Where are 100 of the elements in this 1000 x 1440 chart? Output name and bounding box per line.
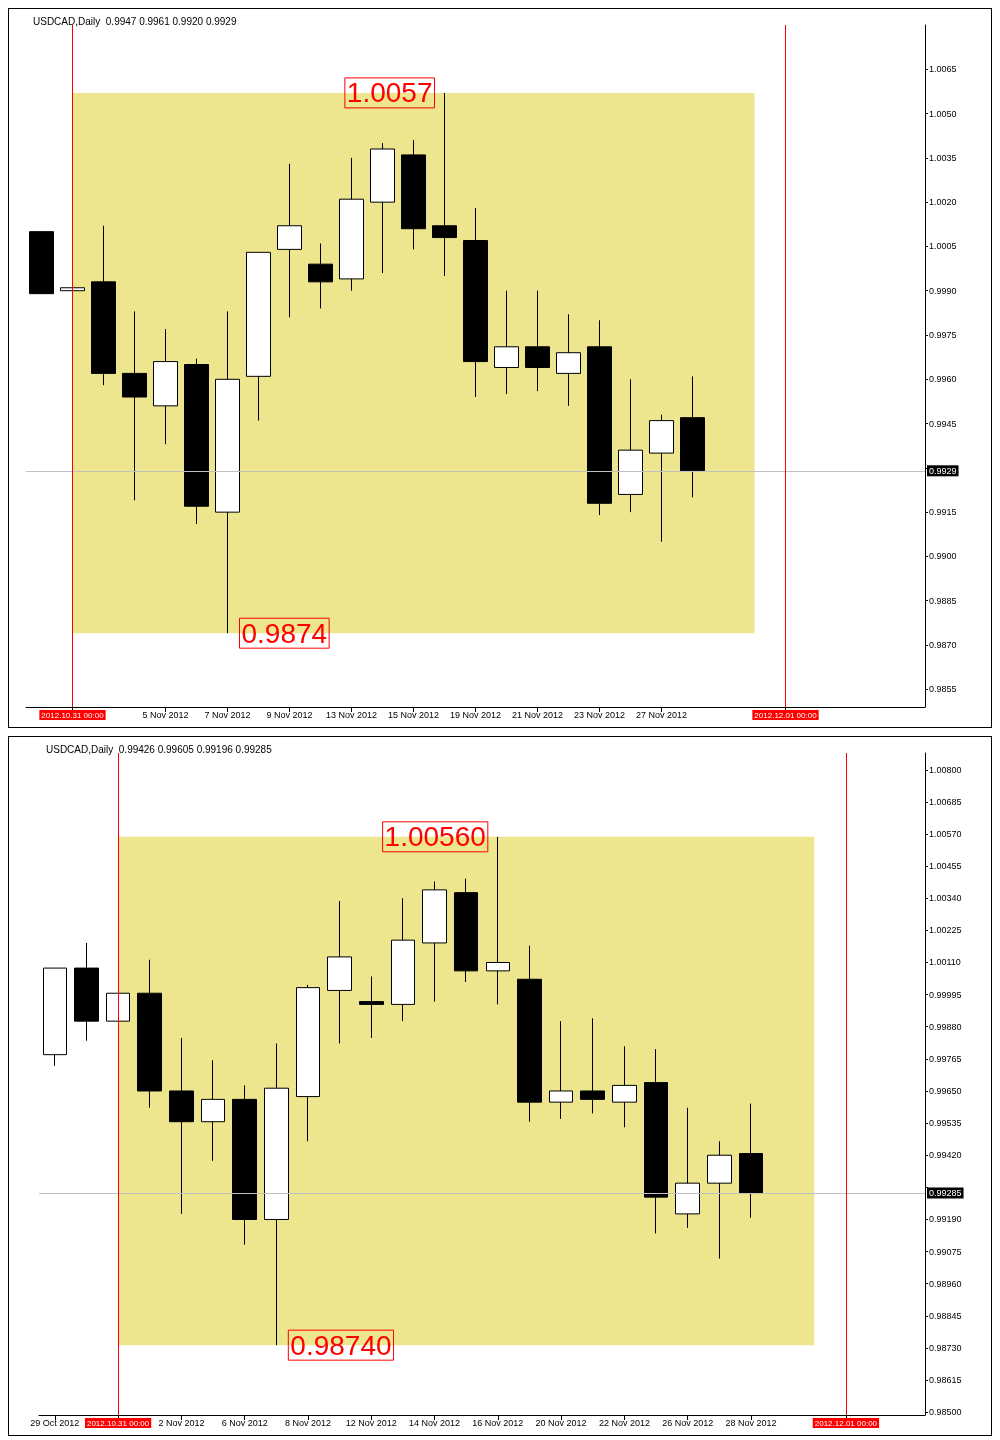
y-tick-label: 1.00455 xyxy=(929,861,962,872)
y-tick-label: 0.99995 xyxy=(929,989,962,1000)
x-tick-label: 8 Nov 2012 xyxy=(284,1417,331,1428)
candlestick xyxy=(432,92,457,277)
candlestick xyxy=(184,358,209,525)
x-tick-label: 6 Nov 2012 xyxy=(221,1417,268,1428)
annotation: 1.00560 xyxy=(384,821,486,853)
y-tick-label: 0.9900 xyxy=(929,551,957,562)
x-tick-label: 27 Nov 2012 xyxy=(635,709,688,720)
candlestick xyxy=(580,1017,605,1114)
candlestick xyxy=(43,967,67,1067)
candlestick xyxy=(29,231,54,295)
y-tick-label: 1.0005 xyxy=(929,241,957,252)
chart-title: USDCAD,Daily 0.9947 0.9961 0.9920 0.9929 xyxy=(33,15,237,27)
candlestick xyxy=(308,242,333,309)
candlestick xyxy=(106,992,130,1022)
x-tick-label: 9 Nov 2012 xyxy=(266,709,313,720)
x-tick-label: 2012.12.01 00:00 xyxy=(814,1418,878,1428)
y-tick-label: 0.9915 xyxy=(929,507,957,518)
candlestick xyxy=(707,1140,732,1260)
y-tick-label: 1.00570 xyxy=(929,829,962,839)
y-tick-label: 0.99535 xyxy=(929,1118,962,1129)
x-tick-label: 2 Nov 2012 xyxy=(158,1417,205,1428)
annotation: 0.9874 xyxy=(241,617,328,649)
y-tick-label: 0.9990 xyxy=(929,285,957,296)
candlestick xyxy=(296,984,320,1142)
candlestick xyxy=(327,900,352,1044)
candlestick xyxy=(359,975,384,1039)
y-tick-label: 1.00685 xyxy=(929,796,962,807)
y-tick-label: 0.9975 xyxy=(929,330,957,340)
x-tick-label: 2012.10.31 00:00 xyxy=(86,1418,150,1428)
candlestick xyxy=(401,139,426,250)
x-tick-label: 19 Nov 2012 xyxy=(449,709,502,720)
candlestick xyxy=(649,414,674,543)
candlestick xyxy=(201,1059,225,1162)
y-tick-label: 1.0050 xyxy=(929,108,957,119)
candlestick xyxy=(618,378,643,513)
candlestick xyxy=(556,313,581,407)
y-tick-label: 1.0065 xyxy=(929,64,957,75)
x-tick-label: 16 Nov 2012 xyxy=(472,1417,524,1428)
ref-line-label: 0.9929 xyxy=(929,465,957,476)
y-tick-label: 0.99420 xyxy=(929,1150,962,1161)
candlestick xyxy=(153,328,178,445)
x-tick-label: 13 Nov 2012 xyxy=(325,709,378,720)
candlestick xyxy=(644,1048,668,1234)
candlestick xyxy=(122,310,147,501)
annotation: 1.0057 xyxy=(346,77,433,109)
y-tick-label: 0.99650 xyxy=(929,1085,962,1096)
y-tick-label: 0.98730 xyxy=(929,1342,962,1353)
candlestick xyxy=(587,319,612,516)
candlestick xyxy=(339,157,364,292)
y-tick-label: 0.98500 xyxy=(929,1407,962,1418)
x-tick-label: 26 Nov 2012 xyxy=(662,1417,714,1428)
x-tick-label: 20 Nov 2012 xyxy=(535,1417,587,1428)
x-tick-label: 2012.10.31 00:00 xyxy=(41,710,105,720)
y-tick-label: 1.00800 xyxy=(929,764,962,775)
candlestick xyxy=(675,1107,700,1229)
y-tick-label: 0.9960 xyxy=(929,374,957,385)
x-tick-label: 28 Nov 2012 xyxy=(725,1417,777,1428)
candlestick xyxy=(246,251,271,422)
candlestick xyxy=(391,897,415,1022)
x-tick-label: 7 Nov 2012 xyxy=(204,709,251,720)
candlestick xyxy=(454,878,478,983)
y-tick-label: 0.9945 xyxy=(929,418,957,429)
y-tick-label: 0.98960 xyxy=(929,1278,962,1289)
x-tick-label: 2012.12.01 00:00 xyxy=(754,710,818,720)
candlestick xyxy=(277,163,302,318)
y-tick-label: 0.9855 xyxy=(929,684,957,695)
y-tick-label: 0.9870 xyxy=(929,640,957,650)
candlestick xyxy=(264,1043,289,1346)
x-tick-label: 22 Nov 2012 xyxy=(598,1417,650,1428)
candlestick xyxy=(463,207,488,398)
candlestick xyxy=(169,1037,194,1215)
x-tick-label: 15 Nov 2012 xyxy=(387,709,440,720)
x-tick-label: 29 Oct 2012 xyxy=(30,1417,80,1428)
candlestick xyxy=(525,290,550,392)
candlestick xyxy=(486,836,510,1005)
y-tick-label: 0.98845 xyxy=(929,1310,962,1321)
y-tick-label: 0.99765 xyxy=(929,1053,962,1064)
candlestick xyxy=(232,1084,257,1246)
x-tick-label: 12 Nov 2012 xyxy=(345,1417,397,1428)
y-tick-label: 1.0035 xyxy=(929,152,957,163)
candlestick xyxy=(370,142,395,274)
y-tick-label: 0.99190 xyxy=(929,1214,962,1225)
y-tick-label: 0.99075 xyxy=(929,1246,962,1257)
candlestick xyxy=(494,290,519,395)
ref-line-label: 0.99285 xyxy=(929,1187,962,1198)
y-tick-label: 1.0020 xyxy=(929,197,957,208)
x-tick-label: 5 Nov 2012 xyxy=(142,709,189,720)
y-tick-label: 0.99880 xyxy=(929,1021,962,1032)
candlestick xyxy=(60,287,85,292)
candlestick xyxy=(680,375,705,498)
y-tick-label: 0.9885 xyxy=(929,595,957,606)
chart-title: USDCAD,Daily 0.99426 0.99605 0.99196 0.99285 xyxy=(46,743,273,755)
y-tick-label: 1.00340 xyxy=(929,893,962,904)
candlestick xyxy=(517,945,542,1123)
y-tick-label: 1.00225 xyxy=(929,925,962,936)
y-tick-label: 0.98615 xyxy=(929,1375,962,1386)
candlestick xyxy=(91,225,116,386)
candlestick xyxy=(74,942,99,1042)
